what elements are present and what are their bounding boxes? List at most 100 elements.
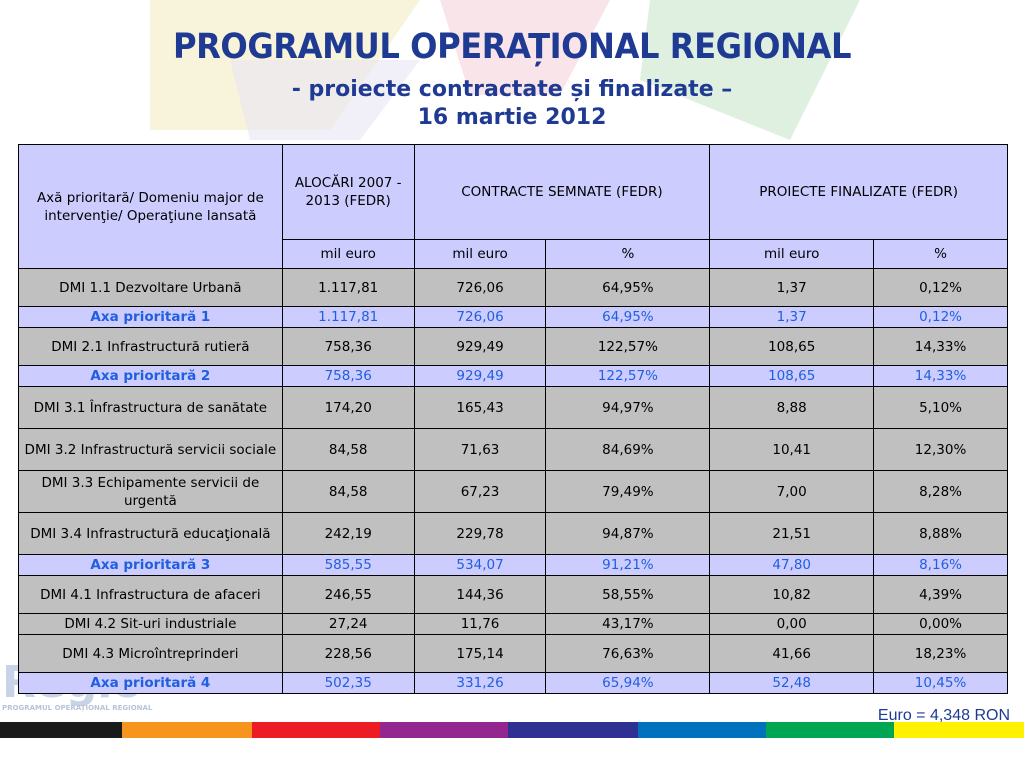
cell-contracte: 534,07 — [413, 554, 547, 576]
cell-contracte: 11,76 — [413, 613, 547, 635]
cell-contracte: 229,78 — [413, 512, 547, 555]
cell-alocari: 246,55 — [281, 575, 415, 614]
row-label: DMI 4.2 Sit-uri industriale — [18, 613, 283, 635]
cell-alocari: 228,56 — [281, 634, 415, 673]
cell-alocari: 758,36 — [281, 365, 415, 387]
unit-finalizate-pct: % — [873, 239, 1008, 269]
title-block: PROGRAMUL OPERAȚIONAL REGIONAL - proiect… — [0, 26, 1024, 132]
cell-alocari: 27,24 — [281, 613, 415, 635]
exchange-rate-note: Euro = 4,348 RON — [877, 707, 1010, 724]
row-label: DMI 3.3 Echipamente servicii de urgentă — [18, 470, 283, 513]
page-title: PROGRAMUL OPERAȚIONAL REGIONAL — [172, 27, 852, 67]
cell-finalizate-pct: 14,33% — [873, 327, 1008, 366]
axis-total-row: Axa prioritară 2 758,36 929,49 122,57% 1… — [18, 365, 1008, 387]
cell-finalizate-pct: 0,12% — [873, 268, 1008, 307]
row-label: Axa prioritară 1 — [18, 306, 283, 328]
cell-contracte: 726,06 — [413, 306, 547, 328]
cell-contracte-pct: 79,49% — [545, 470, 711, 513]
unit-contracte: mil euro — [413, 239, 547, 269]
cell-contracte-pct: 43,17% — [545, 613, 711, 635]
header-alocari: ALOCĂRI 2007 - 2013 (FEDR) — [281, 144, 415, 240]
cell-finalizate: 10,41 — [709, 428, 875, 471]
cell-contracte-pct: 94,87% — [545, 512, 711, 555]
report-date: 16 martie 2012 — [417, 105, 607, 130]
cell-alocari: 585,55 — [281, 554, 415, 576]
cell-contracte: 929,49 — [413, 365, 547, 387]
cell-finalizate-pct: 10,45% — [873, 672, 1008, 694]
row-label: Axa prioritară 4 — [18, 672, 283, 694]
cell-alocari: 242,19 — [281, 512, 415, 555]
cell-finalizate: 108,65 — [709, 327, 875, 366]
cell-alocari: 1.117,81 — [281, 268, 415, 307]
cell-contracte-pct: 84,69% — [545, 428, 711, 471]
cell-contracte: 331,26 — [413, 672, 547, 694]
cell-alocari: 758,36 — [281, 327, 415, 366]
cell-finalizate: 1,37 — [709, 268, 875, 307]
color-stripe — [0, 722, 122, 738]
header-axis: Axă prioritară/ Domeniu major de interve… — [18, 144, 283, 269]
cell-finalizate: 41,66 — [709, 634, 875, 673]
cell-finalizate-pct: 18,23% — [873, 634, 1008, 673]
header-finalizate: PROIECTE FINALIZATE (FEDR) — [709, 144, 1008, 240]
cell-finalizate: 1,37 — [709, 306, 875, 328]
axis-total-row: Axa prioritară 4 502,35 331,26 65,94% 52… — [18, 672, 1008, 694]
table-row: DMI 4.3 Microîntreprinderi 228,56 175,14… — [18, 634, 1008, 673]
cell-finalizate: 108,65 — [709, 365, 875, 387]
cell-contracte-pct: 65,94% — [545, 672, 711, 694]
cell-alocari: 84,58 — [281, 428, 415, 471]
cell-contracte-pct: 91,21% — [545, 554, 711, 576]
color-stripe — [894, 722, 1024, 738]
table-row: DMI 3.1 Înfrastructura de sanătate 174,2… — [18, 386, 1008, 429]
table-row: DMI 2.1 Infrastructură rutieră 758,36 92… — [18, 327, 1008, 366]
row-label: Axa prioritară 3 — [18, 554, 283, 576]
cell-finalizate: 8,88 — [709, 386, 875, 429]
unit-contracte-pct: % — [545, 239, 711, 269]
page-subtitle: - proiecte contractate și finalizate – — [291, 77, 733, 102]
cell-finalizate: 7,00 — [709, 470, 875, 513]
color-stripe — [508, 722, 638, 738]
cell-contracte-pct: 64,95% — [545, 306, 711, 328]
cell-contracte-pct: 122,57% — [545, 365, 711, 387]
row-label: DMI 4.3 Microîntreprinderi — [18, 634, 283, 673]
unit-alocari: mil euro — [281, 239, 415, 269]
cell-finalizate-pct: 0,12% — [873, 306, 1008, 328]
cell-contracte: 929,49 — [413, 327, 547, 366]
table-row: DMI 3.3 Echipamente servicii de urgentă … — [18, 470, 1008, 513]
cell-contracte: 175,14 — [413, 634, 547, 673]
cell-contracte-pct: 76,63% — [545, 634, 711, 673]
cell-alocari: 1.117,81 — [281, 306, 415, 328]
row-label: DMI 4.1 Infrastructura de afaceri — [18, 575, 283, 614]
cell-contracte: 726,06 — [413, 268, 547, 307]
row-label: DMI 1.1 Dezvoltare Urbană — [18, 268, 283, 307]
header-contracte: CONTRACTE SEMNATE (FEDR) — [413, 144, 711, 240]
cell-contracte-pct: 94,97% — [545, 386, 711, 429]
row-label: DMI 3.1 Înfrastructura de sanătate — [18, 386, 283, 429]
cell-finalizate-pct: 5,10% — [873, 386, 1008, 429]
cell-finalizate-pct: 12,30% — [873, 428, 1008, 471]
cell-contracte: 165,43 — [413, 386, 547, 429]
cell-alocari: 502,35 — [281, 672, 415, 694]
cell-finalizate-pct: 8,28% — [873, 470, 1008, 513]
color-stripe — [122, 722, 252, 738]
cell-finalizate: 10,82 — [709, 575, 875, 614]
cell-finalizate-pct: 8,16% — [873, 554, 1008, 576]
cell-finalizate: 21,51 — [709, 512, 875, 555]
cell-contracte-pct: 58,55% — [545, 575, 711, 614]
table-row: DMI 4.1 Infrastructura de afaceri 246,55… — [18, 575, 1008, 614]
axis-total-row: Axa prioritară 3 585,55 534,07 91,21% 47… — [18, 554, 1008, 576]
cell-finalizate: 47,80 — [709, 554, 875, 576]
unit-finalizate: mil euro — [709, 239, 875, 269]
color-stripe — [252, 722, 380, 738]
color-stripe — [380, 722, 508, 738]
cell-finalizate: 0,00 — [709, 613, 875, 635]
axis-total-row: Axa prioritară 1 1.117,81 726,06 64,95% … — [18, 306, 1008, 328]
cell-contracte: 71,63 — [413, 428, 547, 471]
row-label: Axa prioritară 2 — [18, 365, 283, 387]
cell-finalizate-pct: 14,33% — [873, 365, 1008, 387]
cell-finalizate-pct: 8,88% — [873, 512, 1008, 555]
cell-finalizate: 52,48 — [709, 672, 875, 694]
table-row: DMI 3.2 Infrastructură servicii sociale … — [18, 428, 1008, 471]
table-row: DMI 4.2 Sit-uri industriale 27,24 11,76 … — [18, 613, 1008, 635]
cell-finalizate-pct: 4,39% — [873, 575, 1008, 614]
cell-contracte-pct: 122,57% — [545, 327, 711, 366]
